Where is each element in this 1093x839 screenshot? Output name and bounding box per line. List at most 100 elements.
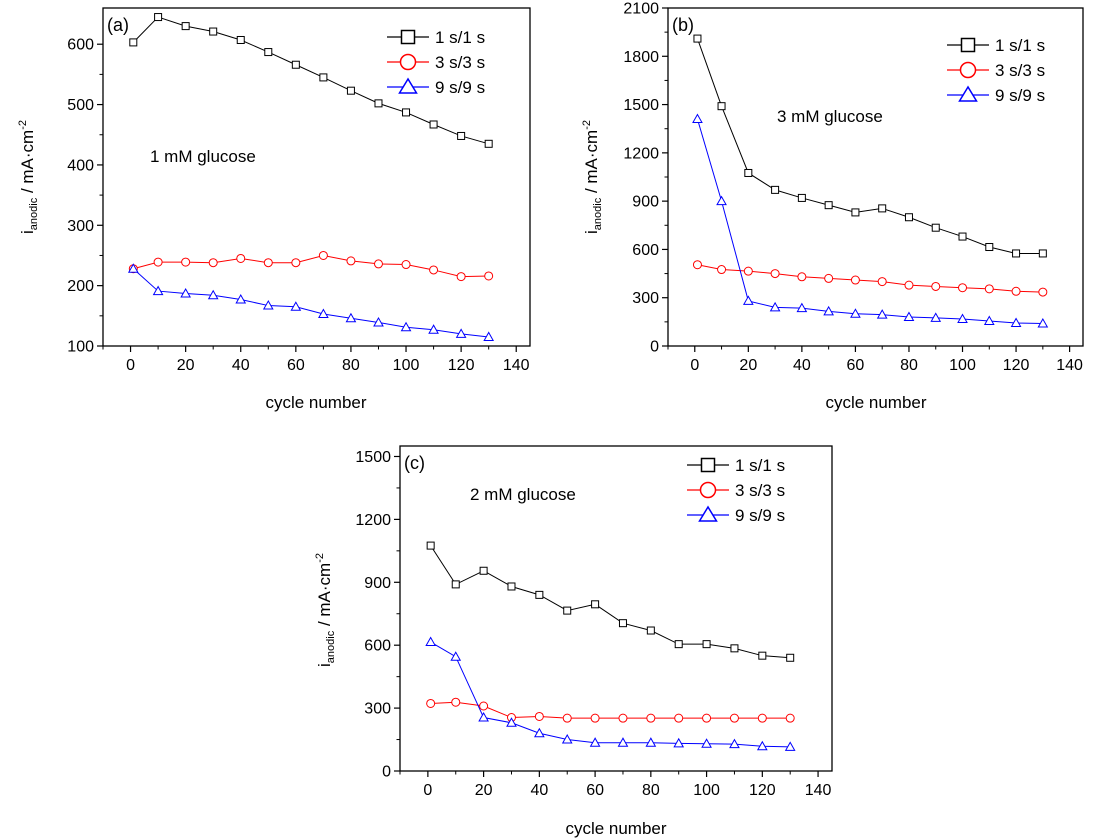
series-line bbox=[430, 641, 791, 748]
data-point bbox=[931, 281, 941, 291]
data-point bbox=[208, 258, 218, 268]
x-tick-label: 80 bbox=[342, 357, 360, 374]
x-tick-label: 20 bbox=[177, 357, 195, 374]
y-tick-label: 600 bbox=[67, 37, 94, 54]
data-point bbox=[1012, 249, 1021, 258]
data-point bbox=[290, 301, 302, 311]
data-point bbox=[701, 738, 712, 748]
legend-marker bbox=[399, 53, 417, 71]
data-point bbox=[591, 600, 600, 609]
data-point bbox=[770, 269, 780, 279]
x-tick-label: 60 bbox=[847, 357, 865, 374]
y-label-sub: anodic bbox=[592, 197, 604, 230]
x-tick-label: 140 bbox=[503, 357, 530, 374]
data-point bbox=[930, 312, 942, 322]
data-point bbox=[983, 315, 995, 326]
data-point bbox=[824, 201, 833, 210]
data-point bbox=[426, 541, 435, 550]
data-point bbox=[878, 204, 887, 213]
series-line bbox=[133, 254, 489, 278]
panel-label: (b) bbox=[672, 15, 694, 35]
data-point bbox=[674, 640, 683, 649]
series-line bbox=[696, 118, 1043, 324]
data-point bbox=[533, 727, 545, 738]
x-tick-label: 140 bbox=[1056, 357, 1083, 374]
x-tick-label: 0 bbox=[126, 357, 135, 374]
y-tick-label: 500 bbox=[67, 97, 94, 114]
legend-entry: 1 s/1 s bbox=[947, 36, 1045, 55]
data-point bbox=[850, 275, 860, 285]
data-point bbox=[717, 265, 727, 275]
data-point bbox=[729, 738, 740, 749]
data-point bbox=[479, 701, 489, 711]
series-3 bbox=[692, 113, 1049, 328]
series-line bbox=[132, 16, 489, 145]
data-point bbox=[1038, 249, 1047, 258]
legend-label: 9 s/9 s bbox=[435, 78, 485, 97]
data-point bbox=[716, 195, 727, 206]
data-point bbox=[784, 741, 796, 751]
y-label-main: i bbox=[315, 663, 334, 667]
x-tick-label: 40 bbox=[793, 357, 811, 374]
data-point bbox=[534, 711, 544, 721]
y-axis-label: ianodic / mA·cm-2 bbox=[17, 120, 40, 234]
y-label-units: / mA·cm bbox=[582, 130, 601, 198]
x-tick-label: 0 bbox=[423, 782, 432, 799]
legend-entry: 9 s/9 s bbox=[387, 77, 485, 97]
data-point bbox=[181, 22, 190, 31]
x-tick-label: 0 bbox=[690, 357, 699, 374]
data-point bbox=[851, 208, 860, 217]
panel-label: (a) bbox=[107, 15, 129, 35]
data-point bbox=[769, 301, 781, 312]
data-point bbox=[757, 713, 767, 723]
data-point bbox=[291, 60, 300, 69]
x-tick-label: 20 bbox=[475, 782, 493, 799]
data-point bbox=[645, 737, 657, 747]
data-point bbox=[318, 308, 329, 319]
y-tick-label: 900 bbox=[632, 194, 659, 211]
legend-label: 1 s/1 s bbox=[435, 28, 485, 47]
data-point bbox=[1011, 286, 1021, 296]
data-point bbox=[785, 713, 795, 723]
data-point bbox=[153, 257, 163, 267]
series-line bbox=[430, 545, 791, 659]
x-tick-label: 100 bbox=[393, 357, 420, 374]
data-point bbox=[129, 38, 138, 47]
data-point bbox=[618, 619, 627, 628]
data-point bbox=[562, 713, 572, 723]
data-point bbox=[402, 108, 411, 117]
legend-label: 1 s/1 s bbox=[995, 36, 1045, 55]
legend-marker bbox=[959, 61, 977, 79]
data-point bbox=[346, 256, 356, 266]
legend-entry: 3 s/3 s bbox=[387, 53, 485, 72]
legend-marker bbox=[398, 77, 418, 94]
data-point bbox=[850, 308, 861, 318]
data-point bbox=[478, 712, 489, 722]
data-point bbox=[903, 311, 915, 322]
data-point bbox=[236, 253, 246, 263]
legend-marker bbox=[700, 457, 716, 473]
data-point bbox=[876, 309, 888, 319]
data-point bbox=[152, 285, 164, 296]
data-point bbox=[181, 257, 191, 267]
series-3 bbox=[127, 263, 495, 341]
legend-entry: 3 s/3 s bbox=[947, 61, 1045, 80]
legend-marker bbox=[400, 29, 416, 45]
legend-label: 9 s/9 s bbox=[735, 506, 785, 525]
legend-marker bbox=[699, 481, 717, 499]
series-1 bbox=[129, 13, 493, 148]
plot-frame bbox=[102, 7, 531, 347]
data-point bbox=[958, 283, 968, 293]
y-axis-label: ianodic / mA·cm-2 bbox=[581, 120, 604, 234]
data-point bbox=[180, 287, 192, 298]
y-label-sub: anodic bbox=[325, 630, 337, 663]
data-point bbox=[702, 640, 711, 649]
data-point bbox=[373, 259, 383, 269]
data-point bbox=[823, 305, 835, 316]
x-tick-label: 40 bbox=[530, 782, 548, 799]
data-point bbox=[451, 580, 460, 589]
data-point bbox=[797, 272, 807, 282]
data-point bbox=[957, 313, 968, 323]
data-point bbox=[235, 294, 247, 304]
